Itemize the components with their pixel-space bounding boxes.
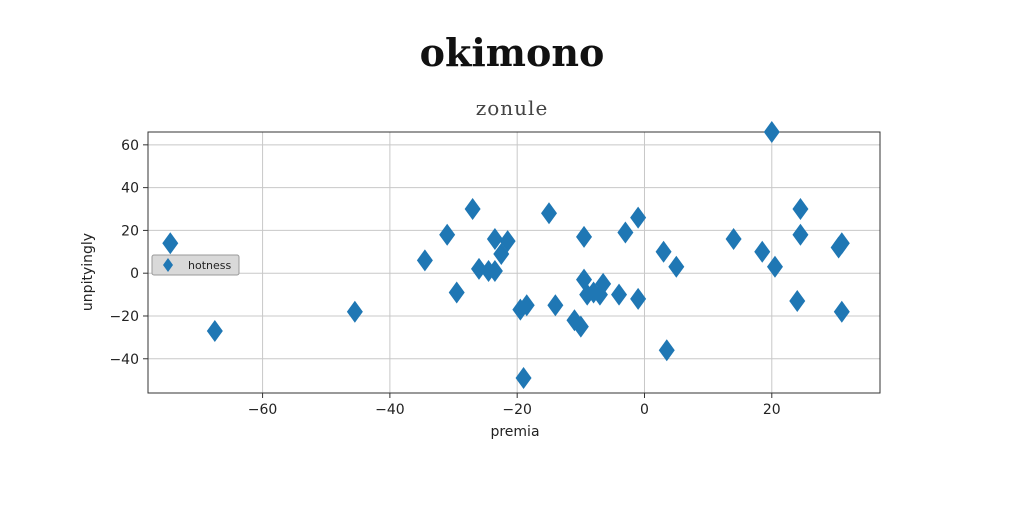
data-point <box>576 225 593 248</box>
data-point <box>515 367 532 390</box>
data-point <box>346 300 363 323</box>
data-point <box>763 121 780 143</box>
data-point <box>725 227 742 250</box>
data-point <box>630 287 647 310</box>
x-axis-label: premia <box>490 424 539 440</box>
legend: hotness <box>151 254 240 276</box>
x-axis: −60 −40 −20 0 20 <box>248 393 781 418</box>
legend-box <box>151 254 240 276</box>
x-tick-label: −60 <box>248 402 278 418</box>
y-tick-label: 20 <box>121 223 139 239</box>
data-point <box>789 290 806 313</box>
y-axis-label: unpityingly <box>80 233 96 311</box>
chart-title: zonule <box>475 96 549 120</box>
data-point <box>833 232 850 255</box>
data-point <box>572 315 589 338</box>
data-point <box>658 339 675 362</box>
data-point <box>448 281 465 304</box>
legend-marker-diamond-icon <box>163 258 173 272</box>
data-point <box>611 283 628 306</box>
data-point <box>630 206 647 229</box>
data-point <box>766 255 783 278</box>
x-tick-label: 20 <box>763 402 781 418</box>
x-tick-label: −40 <box>375 402 405 418</box>
data-point <box>486 260 503 283</box>
data-point <box>668 255 685 278</box>
x-tick-label: −20 <box>502 402 532 418</box>
legend-label: hotness <box>188 259 231 272</box>
y-tick-label: −40 <box>109 352 139 368</box>
y-tick-label: 0 <box>130 266 139 282</box>
figure-title: okimono <box>419 30 605 75</box>
data-point <box>754 240 771 263</box>
data-point <box>486 227 503 250</box>
data-point <box>162 232 179 255</box>
y-axis: −40 −20 0 20 40 60 <box>109 138 148 368</box>
data-point <box>595 272 612 295</box>
data-point <box>655 240 672 263</box>
data-point <box>499 230 516 253</box>
y-tick-label: −20 <box>109 309 139 325</box>
data-point <box>464 198 481 221</box>
data-point <box>792 198 809 221</box>
data-point <box>792 223 809 246</box>
x-tick-label: 0 <box>640 402 649 418</box>
data-point <box>439 223 456 246</box>
data-point <box>547 294 564 317</box>
data-point <box>518 294 535 317</box>
data-point <box>206 319 223 342</box>
data-point <box>833 300 850 323</box>
y-tick-label: 60 <box>121 138 139 154</box>
data-point <box>541 202 558 225</box>
y-tick-label: 40 <box>121 181 139 197</box>
plot-area <box>147 131 881 394</box>
data-points <box>162 121 850 390</box>
data-point <box>416 249 433 272</box>
grid <box>148 132 880 393</box>
data-point <box>617 221 634 244</box>
